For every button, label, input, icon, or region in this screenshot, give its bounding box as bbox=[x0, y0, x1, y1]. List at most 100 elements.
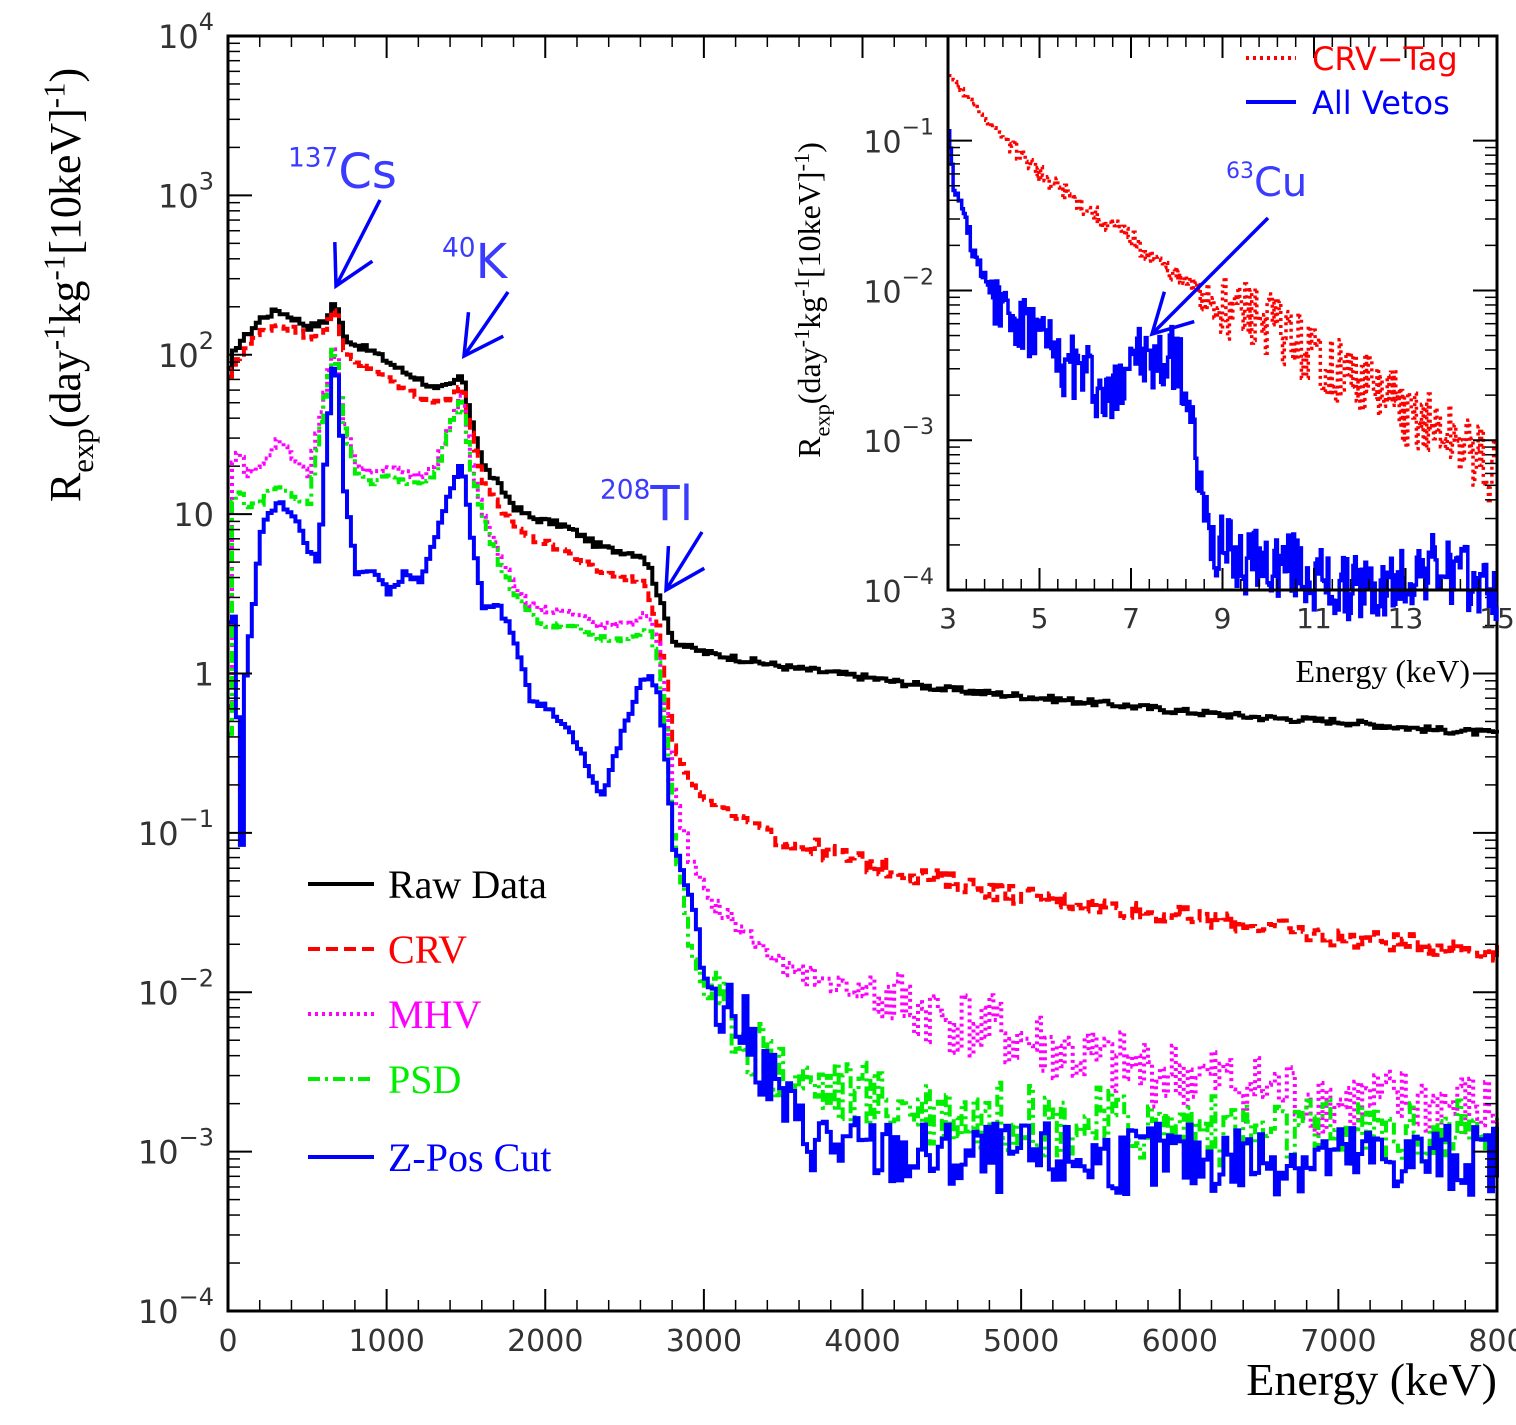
inset-y-label-part: (day bbox=[791, 347, 827, 404]
main-series-raw-data bbox=[228, 302, 1499, 737]
inset-annotation-element: Cu bbox=[1254, 160, 1307, 206]
main-ytick-base: 10 bbox=[158, 177, 199, 215]
main-series-crv bbox=[228, 308, 1499, 963]
inset-ytick-base: 10 bbox=[863, 275, 901, 310]
main-annotation-element: K bbox=[476, 234, 509, 290]
main-ytick-exp: −4 bbox=[179, 1283, 214, 1311]
inset-ytick-exp: −1 bbox=[902, 116, 934, 141]
main-y-axis-label: Rexp(day-1kg-1[10keV]-1) bbox=[38, 68, 101, 502]
main-ytick-exp: 4 bbox=[199, 8, 214, 36]
main-y-label-part: -1 bbox=[38, 324, 72, 350]
main-legend-label: MHV bbox=[388, 992, 481, 1037]
inset-annotation-arrowhead bbox=[1149, 291, 1195, 337]
inset-annotation-cu: 63Cu bbox=[1226, 159, 1307, 206]
main-ytick-base: 10 bbox=[158, 337, 199, 375]
main-ytick-label: 10 bbox=[173, 496, 214, 534]
inset-xtick-label: 13 bbox=[1388, 602, 1424, 635]
inset-y-label-part: ) bbox=[791, 142, 827, 153]
main-ytick-label: 103 bbox=[158, 167, 214, 215]
main-xtick-label: 7000 bbox=[1300, 1324, 1376, 1359]
main-xtick-label: 1000 bbox=[348, 1324, 424, 1359]
inset-ytick-exp: −4 bbox=[902, 565, 934, 590]
inset-annotation-arrow bbox=[1150, 216, 1270, 336]
inset-ytick-label: 10−1 bbox=[863, 116, 934, 161]
inset-y-label-part: R bbox=[791, 436, 827, 458]
main-xtick-label: 3000 bbox=[666, 1324, 742, 1359]
main-xtick-label: 5000 bbox=[983, 1324, 1059, 1359]
main-ytick-label: 1 bbox=[194, 656, 214, 694]
inset-xtick-label: 5 bbox=[1031, 602, 1049, 635]
main-annotation-arrowhead bbox=[461, 312, 505, 360]
main-annotation-cs: 137Cs bbox=[288, 142, 397, 200]
main-ytick-base: 10 bbox=[138, 1293, 179, 1331]
main-ytick-label: 10−4 bbox=[138, 1283, 214, 1331]
inset-ytick-exp: −3 bbox=[902, 415, 934, 440]
main-y-label-part: (day bbox=[41, 350, 90, 428]
inset-xtick-label: 3 bbox=[939, 602, 957, 635]
main-annotation-tl: 208Tl bbox=[600, 474, 693, 532]
main-ytick-base: 10 bbox=[173, 496, 214, 534]
main-legend-label: Z-Pos Cut bbox=[388, 1135, 551, 1180]
inset-y-label-part: -1 bbox=[789, 329, 814, 348]
main-xtick-label: 4000 bbox=[824, 1324, 900, 1359]
inset-y-label-part: exp bbox=[810, 404, 835, 436]
main-ytick-exp: −2 bbox=[179, 964, 214, 992]
main-xtick-label: 800 bbox=[1468, 1324, 1516, 1359]
main-ytick-base: 10 bbox=[158, 18, 199, 56]
main-ytick-base: 10 bbox=[138, 974, 179, 1012]
main-xtick-label: 6000 bbox=[1142, 1324, 1218, 1359]
main-y-label-part: ) bbox=[41, 68, 90, 83]
main-y-label-part: R bbox=[41, 472, 90, 502]
inset-y-axis-label: Rexp(day-1kg-1[10keV]-1) bbox=[789, 142, 835, 458]
inset-xtick-label: 15 bbox=[1479, 602, 1515, 635]
main-y-label-part: [10keV] bbox=[41, 108, 90, 255]
inset-y-label-part: kg bbox=[791, 297, 827, 329]
inset-ytick-base: 10 bbox=[863, 425, 901, 460]
inset-y-label-part: -1 bbox=[789, 278, 814, 297]
main-ytick-base: 1 bbox=[194, 656, 214, 694]
inset-xtick-label: 11 bbox=[1296, 602, 1332, 635]
main-series-psd bbox=[228, 347, 1499, 1168]
main-annotation-arrow bbox=[462, 291, 510, 357]
inset-legend-label: CRV−Tag bbox=[1312, 40, 1458, 78]
inset-ytick-base: 10 bbox=[863, 575, 901, 610]
main-ytick-label: 102 bbox=[158, 327, 214, 375]
inset-y-label-part: [10keV] bbox=[791, 171, 827, 278]
inset-ytick-label: 10−3 bbox=[863, 415, 934, 460]
main-ytick-label: 10−1 bbox=[138, 805, 214, 853]
inset-annotation-isotope-number: 63 bbox=[1226, 159, 1254, 184]
main-annotation-k: 40K bbox=[442, 232, 509, 290]
main-ytick-exp: 3 bbox=[199, 167, 214, 195]
main-ticks: 0100020003000400050006000700080010410310… bbox=[138, 8, 1516, 1359]
inset-series-all-vetos bbox=[947, 128, 1499, 622]
main-ytick-exp: −1 bbox=[179, 805, 214, 833]
inset-ytick-base: 10 bbox=[863, 126, 901, 161]
inset-ytick-label: 10−4 bbox=[863, 565, 934, 610]
main-annotation-isotope-number: 40 bbox=[442, 232, 476, 263]
main-annotation-arrow bbox=[664, 531, 704, 591]
main-legend-label: PSD bbox=[388, 1057, 461, 1102]
main-y-label-part: kg bbox=[41, 280, 90, 324]
main-ytick-base: 10 bbox=[138, 1134, 179, 1172]
main-ytick-exp: 2 bbox=[199, 327, 214, 355]
main-xtick-label: 0 bbox=[218, 1324, 237, 1359]
inset-xtick-label: 9 bbox=[1214, 602, 1232, 635]
main-legend-label: Raw Data bbox=[388, 862, 547, 907]
main-series-z-pos-cut bbox=[228, 366, 1499, 1197]
main-annotation-isotope-number: 208 bbox=[600, 474, 650, 505]
main-ytick-exp: −3 bbox=[179, 1124, 214, 1152]
main-annotation-element: Cs bbox=[338, 144, 397, 200]
inset-xtick-label: 7 bbox=[1122, 602, 1140, 635]
main-ytick-base: 10 bbox=[138, 815, 179, 853]
main-x-axis-label: Energy (keV) bbox=[1246, 1354, 1497, 1405]
main-legend-label: CRV bbox=[388, 927, 467, 972]
main-xtick-label: 2000 bbox=[507, 1324, 583, 1359]
main-ytick-label: 104 bbox=[158, 8, 214, 56]
main-annotation-arrowhead bbox=[664, 545, 706, 594]
main-y-label-part: exp bbox=[66, 428, 100, 472]
main-series-mhv bbox=[228, 347, 1499, 1136]
inset-ytick-label: 10−2 bbox=[863, 265, 934, 310]
inset-ytick-exp: −2 bbox=[902, 265, 934, 290]
